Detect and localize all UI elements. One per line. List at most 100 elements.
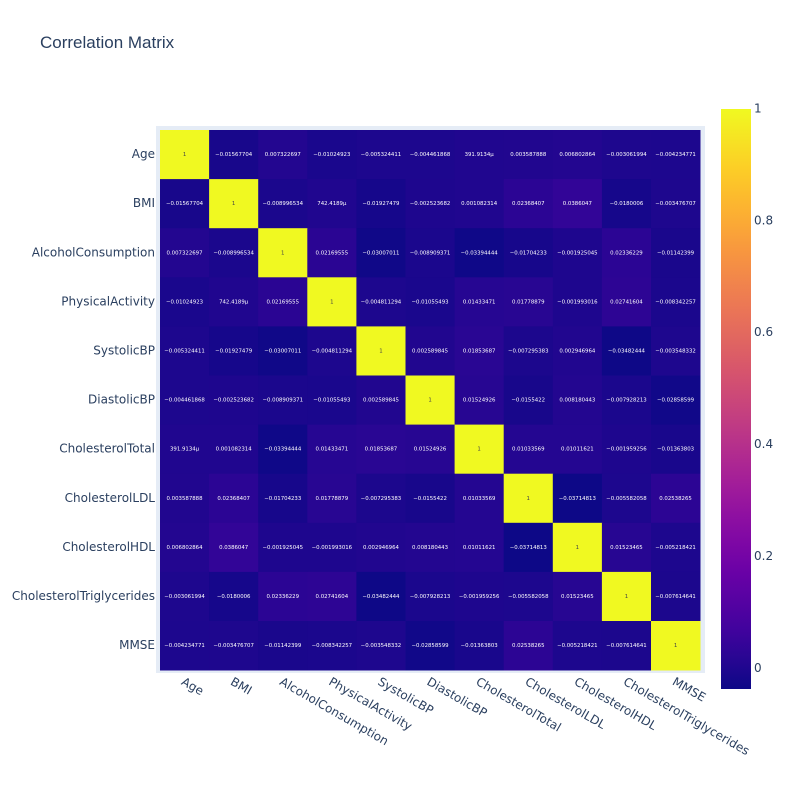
heatmap-cell	[503, 326, 554, 376]
heatmap-cell	[307, 522, 357, 573]
cell-label: 0.01033569	[463, 496, 496, 502]
cell-label: −0.01567704	[166, 201, 204, 207]
cell-label: −0.01363803	[461, 643, 498, 649]
y-tick-label: Age	[132, 147, 155, 161]
heatmap-cell	[307, 277, 357, 327]
heatmap-cell	[454, 130, 505, 180]
cell-label: 0.001082314	[461, 201, 498, 207]
heatmap-cell	[405, 522, 455, 573]
cell-label: 0.01853687	[365, 447, 398, 453]
x-tick-label: CholesterolTotal	[474, 674, 564, 734]
heatmap-cell	[454, 424, 505, 475]
heatmap-cells: 1 −0.01567704 0.007322697 −0.01024923 −0.005…	[160, 130, 701, 671]
cell-label: −0.003548332	[361, 643, 402, 649]
cell-label: 742.4189μ	[317, 201, 347, 207]
cell-label: −0.01024923	[313, 152, 350, 158]
cell-label: 0.01433471	[316, 447, 349, 453]
heatmap-cell	[601, 522, 652, 573]
cell-label: 0.01033569	[512, 447, 545, 453]
heatmap-cell	[209, 326, 259, 376]
cell-label: −0.004461868	[410, 152, 451, 158]
cell-label: −0.0180006	[610, 201, 644, 207]
cell-label: −0.005582058	[508, 594, 549, 600]
heatmap-cell	[209, 228, 259, 278]
heatmap-cell	[454, 277, 505, 327]
heatmap-cell	[307, 179, 357, 229]
heatmap-cell	[503, 571, 554, 622]
heatmap-cell	[552, 130, 603, 180]
heatmap-cell	[651, 375, 701, 425]
heatmap-cell	[601, 326, 652, 376]
y-tick-label: BMI	[133, 196, 155, 210]
cell-label: −0.008342257	[655, 299, 696, 305]
cell-label: −0.007614641	[655, 594, 696, 600]
heatmap-cell	[454, 228, 505, 278]
heatmap-cell	[651, 228, 701, 278]
cell-label: 391.9134μ	[170, 447, 200, 453]
colorbar-tick-label: 0.6	[754, 325, 773, 339]
cell-label: −0.03714813	[510, 545, 547, 551]
y-axis-labels: Age BMI AlcoholConsumption PhysicalActivity…	[12, 147, 155, 652]
cell-label: 1	[330, 299, 333, 305]
cell-label: 0.02368407	[512, 201, 545, 207]
cell-label: 0.02741604	[316, 594, 349, 600]
heatmap-cell	[405, 179, 455, 229]
heatmap-cell	[601, 277, 652, 327]
heatmap-cell	[307, 424, 357, 475]
cell-label: −0.01927479	[215, 348, 253, 354]
heatmap-cell	[209, 424, 259, 475]
cell-label: −0.01055493	[313, 398, 350, 404]
cell-label: 1	[625, 594, 628, 600]
cell-label: −0.008996534	[213, 250, 254, 256]
x-tick-label: MMSE	[670, 674, 708, 704]
heatmap-cell	[307, 621, 357, 671]
cell-label: 0.02169555	[266, 299, 299, 305]
heatmap-cell	[552, 375, 603, 425]
heatmap-cell	[503, 473, 554, 524]
cell-label: −0.004234771	[655, 152, 696, 158]
heatmap-cell	[405, 473, 455, 524]
cell-label: 0.01011621	[463, 545, 496, 551]
heatmap-cell	[601, 179, 652, 229]
heatmap-cell	[552, 179, 603, 229]
heatmap-cell	[405, 621, 455, 671]
heatmap-cell	[160, 473, 210, 524]
heatmap-cell	[356, 621, 406, 671]
heatmap-cell	[651, 473, 701, 524]
cell-label: −0.03394444	[461, 250, 499, 256]
heatmap-cell	[258, 130, 308, 180]
cell-label: 0.02336229	[610, 250, 643, 256]
cell-label: 0.02741604	[610, 299, 643, 305]
cell-label: −0.005324411	[361, 152, 402, 158]
colorbar-tick-label: 0	[754, 661, 762, 675]
cell-label: −0.003476707	[655, 201, 696, 207]
cell-label: 1	[674, 643, 677, 649]
heatmap-cell	[209, 179, 259, 229]
x-tick-label: CholesterolHDL	[572, 674, 660, 733]
cell-label: −0.007295383	[361, 496, 402, 502]
cell-label: −0.03482444	[608, 348, 646, 354]
heatmap-cell	[454, 571, 505, 622]
heatmap-cell	[405, 375, 455, 425]
cell-label: −0.02858599	[411, 643, 449, 649]
heatmap-cell	[160, 326, 210, 376]
cell-label: −0.03482444	[362, 594, 400, 600]
cell-label: 0.02336229	[266, 594, 299, 600]
heatmap-cell	[209, 277, 259, 327]
heatmap-cell	[651, 130, 701, 180]
heatmap-cell	[356, 473, 406, 524]
cell-label: −0.003476707	[213, 643, 254, 649]
heatmap-cell	[209, 522, 259, 573]
cell-label: 0.002946964	[559, 348, 596, 354]
cell-label: −0.008909371	[410, 250, 451, 256]
cell-label: −0.001993016	[557, 299, 598, 305]
cell-label: 0.01523465	[610, 545, 643, 551]
heatmap-cell	[503, 621, 554, 671]
cell-label: −0.01142399	[657, 250, 695, 256]
cell-label: 0.01524926	[463, 398, 496, 404]
cell-label: 0.02368407	[217, 496, 250, 502]
heatmap-cell	[356, 571, 406, 622]
y-tick-label: CholesterolHDL	[62, 540, 155, 554]
cell-label: −0.003061994	[606, 152, 647, 158]
